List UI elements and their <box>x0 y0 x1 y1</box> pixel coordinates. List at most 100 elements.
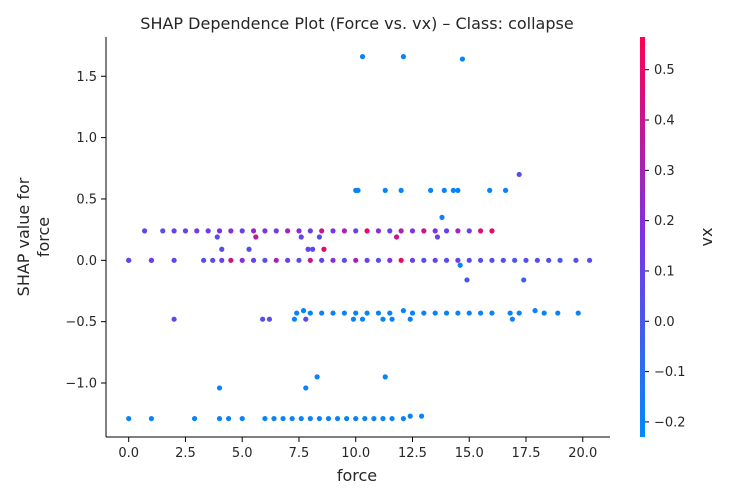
data-point <box>126 257 132 263</box>
data-point <box>428 187 434 193</box>
data-point <box>434 234 441 240</box>
data-point <box>400 308 407 314</box>
data-point <box>464 277 470 283</box>
y-tick-label: −0.5 <box>65 315 97 330</box>
colorbar-label: vx <box>697 228 716 247</box>
y-tick-label: 0.0 <box>76 254 97 269</box>
data-point <box>216 228 223 234</box>
data-point <box>541 310 547 316</box>
data-point <box>507 310 513 316</box>
data-point <box>273 228 279 234</box>
data-point <box>575 310 581 316</box>
data-point <box>341 257 347 263</box>
data-point <box>319 257 325 263</box>
data-point <box>171 228 177 234</box>
data-point <box>350 316 357 322</box>
data-point <box>314 374 320 380</box>
data-point <box>228 257 234 263</box>
data-point <box>459 56 466 62</box>
x-tick-label: 15.0 <box>455 446 484 461</box>
y-tick-label: 1.5 <box>76 70 97 85</box>
data-point <box>586 257 593 263</box>
data-point <box>387 228 393 234</box>
data-point <box>364 228 370 234</box>
x-tick-label: 10.0 <box>341 446 370 461</box>
colorbar-tick-label: 0.4 <box>654 114 675 129</box>
data-point <box>355 187 361 193</box>
colorbar-tick-label: 0.0 <box>654 315 675 330</box>
x-tick-label: 0.0 <box>118 446 139 461</box>
data-point <box>489 257 495 263</box>
data-point <box>407 413 413 419</box>
data-point <box>418 413 425 419</box>
data-point <box>148 415 155 422</box>
data-point <box>487 187 493 193</box>
colorbar-ticks: −0.2 −0.1 0.0 0.1 0.2 0.3 0.4 0.5 <box>645 63 686 430</box>
x-tick-label: 17.5 <box>512 446 541 461</box>
data-point <box>398 228 404 234</box>
data-point <box>398 187 404 193</box>
data-point <box>466 310 472 316</box>
data-point <box>266 316 273 322</box>
data-point <box>502 187 509 193</box>
data-point <box>364 257 370 263</box>
data-points <box>126 54 593 422</box>
data-point <box>239 415 245 422</box>
data-point <box>262 415 268 422</box>
data-point <box>273 257 279 263</box>
data-point <box>439 214 445 220</box>
chart-title: SHAP Dependence Plot (Force vs. vx) – Cl… <box>140 14 573 33</box>
data-point <box>557 257 563 263</box>
colorbar-tick-label: 0.5 <box>654 63 675 78</box>
data-point <box>477 310 484 316</box>
data-point <box>516 171 522 178</box>
data-point <box>409 257 416 263</box>
y-tick-label: −1.0 <box>65 377 97 392</box>
data-point <box>409 310 416 316</box>
colorbar-tick-label: −0.2 <box>654 415 686 430</box>
data-point <box>371 415 377 422</box>
data-point <box>398 257 404 263</box>
data-point <box>450 187 456 193</box>
data-point <box>455 257 461 263</box>
data-point <box>353 310 359 316</box>
data-point <box>432 257 438 263</box>
x-axis-label: force <box>337 466 377 485</box>
data-point <box>534 257 540 263</box>
data-point <box>182 228 189 234</box>
colorbar-tick-label: 0.2 <box>654 214 675 229</box>
data-point <box>294 310 300 316</box>
data-point <box>307 310 313 316</box>
data-point <box>466 228 472 234</box>
data-point <box>307 228 313 234</box>
data-point <box>555 310 561 316</box>
data-point <box>573 257 579 263</box>
x-tick-label: 2.5 <box>175 446 196 461</box>
data-point <box>359 316 366 322</box>
data-point <box>246 246 252 252</box>
data-point <box>353 415 359 422</box>
data-point <box>250 257 257 263</box>
data-point <box>285 257 291 263</box>
data-point <box>364 310 370 316</box>
data-point <box>191 415 198 422</box>
data-point <box>225 415 232 422</box>
data-point <box>521 277 527 283</box>
data-point <box>316 234 323 240</box>
data-point <box>393 234 400 240</box>
x-axis-ticks: 0.0 2.5 5.0 7.5 10.0 12.5 15.0 17.5 20.0 <box>118 437 597 461</box>
plot-axes <box>105 37 610 438</box>
data-point <box>489 228 495 234</box>
x-tick-label: 7.5 <box>289 446 310 461</box>
data-point <box>298 234 304 240</box>
data-point <box>260 316 266 322</box>
data-point <box>443 228 450 234</box>
data-point <box>546 257 552 263</box>
data-point <box>457 262 463 268</box>
data-point <box>239 257 245 263</box>
y-axis-label-line: force <box>34 217 53 257</box>
data-point <box>387 310 393 316</box>
data-point <box>219 246 225 252</box>
x-tick-label: 20.0 <box>568 446 597 461</box>
